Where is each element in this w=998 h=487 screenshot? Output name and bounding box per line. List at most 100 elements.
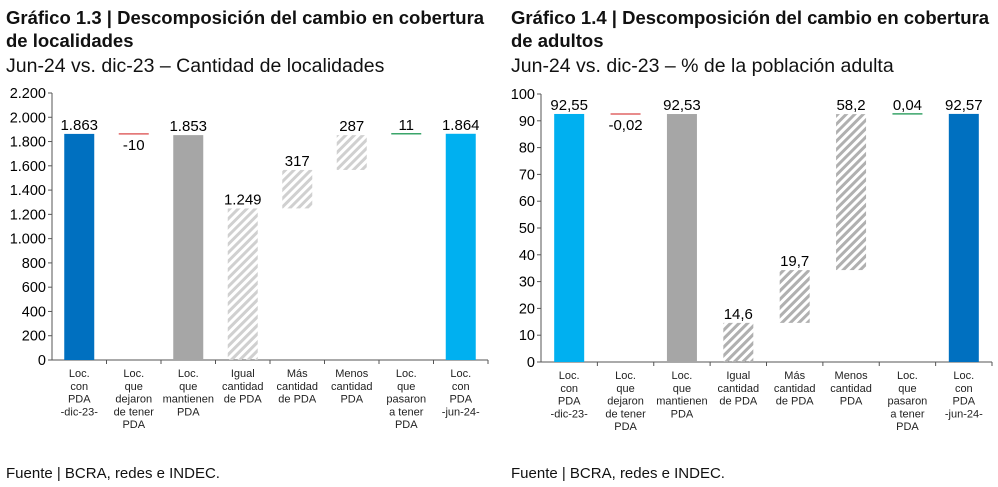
y-tick-label: 200 — [22, 329, 46, 345]
x-tick-label: de PDA — [776, 396, 815, 408]
data-label: -10 — [123, 137, 145, 154]
x-tick-label: Menos — [335, 368, 369, 380]
x-tick-label: Loc. — [178, 368, 199, 380]
x-tick-label: que — [397, 381, 415, 393]
bar — [173, 135, 204, 360]
x-tick-label: PDA — [395, 419, 418, 431]
y-tick-label: 1.000 — [10, 232, 46, 248]
x-tick-label: Igual — [726, 370, 750, 382]
data-label: 1.863 — [60, 117, 98, 134]
x-tick-label: a tener — [389, 406, 424, 418]
bar — [779, 270, 810, 323]
x-tick-label: PDA — [671, 408, 694, 420]
data-label: 1.249 — [224, 191, 262, 208]
y-tick-label: 0 — [527, 355, 535, 371]
bar — [445, 133, 476, 360]
x-tick-label: cantidad — [331, 381, 373, 393]
chart-source: Fuente | BCRA, redes e INDEC. — [511, 465, 725, 482]
x-tick-label: que — [616, 383, 634, 395]
chart-panel-1: Gráfico 1.3 | Descomposición del cambio … — [0, 0, 495, 487]
y-tick-label: 10 — [519, 328, 535, 344]
bar — [723, 322, 754, 362]
x-tick-label: cantidad — [222, 381, 264, 393]
y-tick-label: 50 — [519, 221, 535, 237]
x-tick-label: cantidad — [718, 383, 760, 395]
y-tick-label: 80 — [519, 141, 535, 157]
x-tick-label: que — [673, 383, 691, 395]
data-label: 287 — [339, 118, 364, 135]
x-tick-label: pasaron — [386, 394, 426, 406]
y-tick-label: 60 — [519, 194, 535, 210]
y-tick-label: 1.600 — [10, 159, 46, 175]
bar — [666, 114, 697, 363]
x-tick-label: PDA — [68, 394, 91, 406]
bar — [554, 113, 585, 362]
x-tick-label: Más — [784, 370, 805, 382]
y-tick-label: 1.200 — [10, 207, 46, 223]
x-tick-label: cantidad — [830, 383, 872, 395]
y-tick-label: 2.200 — [10, 86, 46, 102]
data-label: -0,02 — [608, 117, 642, 134]
waterfall-chart-adultos: 010203040506070809010092,55Loc.conPDA-di… — [511, 87, 993, 433]
bar — [836, 114, 867, 271]
data-label: 19,7 — [780, 253, 809, 270]
y-tick-label: 1.800 — [10, 135, 46, 151]
x-tick-label: PDA — [896, 421, 919, 433]
x-tick-label: que — [179, 381, 197, 393]
data-label: 0,04 — [893, 97, 922, 114]
y-tick-label: 2.000 — [10, 110, 46, 126]
y-tick-label: 600 — [22, 280, 46, 296]
x-tick-label: Menos — [835, 370, 869, 382]
x-tick-label: Igual — [231, 368, 255, 380]
y-tick-label: 40 — [519, 248, 535, 264]
x-tick-label: con — [70, 381, 88, 393]
y-tick-label: 90 — [519, 114, 535, 130]
y-tick-label: 800 — [22, 256, 46, 272]
x-tick-label: Loc. — [897, 370, 918, 382]
x-tick-label: que — [125, 381, 143, 393]
x-tick-label: Loc. — [559, 370, 580, 382]
bar — [227, 208, 258, 360]
x-tick-label: Loc. — [672, 370, 693, 382]
y-tick-label: 20 — [519, 301, 535, 317]
x-tick-label: cantidad — [276, 381, 318, 393]
chart-panel-2: Gráfico 1.4 | Descomposición del cambio … — [505, 0, 998, 487]
x-tick-label: de PDA — [224, 394, 263, 406]
x-tick-label: de tener — [605, 408, 646, 420]
y-tick-label: 0 — [38, 353, 46, 369]
x-tick-label: PDA — [340, 394, 363, 406]
x-tick-label: PDA — [449, 394, 472, 406]
x-tick-label: Loc. — [615, 370, 636, 382]
chart-title: Gráfico 1.3 | Descomposición del cambio … — [6, 7, 485, 51]
x-tick-label: PDA — [953, 396, 976, 408]
waterfall-chart-localidades: 0 200 400 600 800 1.000 1.200 1.400 1.600 1.800 2.… — [10, 86, 489, 431]
data-label: 92,53 — [663, 97, 701, 114]
data-label: 92,55 — [550, 97, 588, 114]
x-tick-label: PDA — [177, 406, 200, 418]
y-tick-label: 30 — [519, 275, 535, 291]
x-tick-label: Más — [287, 368, 308, 380]
x-tick-label: Loc. — [69, 368, 90, 380]
x-tick-label: PDA — [558, 396, 581, 408]
data-label: 58,2 — [836, 97, 865, 114]
y-tick-label: 1.400 — [10, 183, 46, 199]
chart-source: Fuente | BCRA, redes e INDEC. — [6, 465, 220, 482]
data-label: 1.864 — [442, 117, 480, 134]
bar — [64, 133, 95, 360]
data-label: 1.853 — [169, 118, 207, 135]
x-tick-label: Loc. — [953, 370, 974, 382]
chart-subtitle: Jun-24 vs. dic-23 – % de la población ad… — [511, 55, 894, 77]
x-tick-label: PDA — [840, 396, 863, 408]
x-tick-label: de PDA — [719, 396, 758, 408]
x-tick-label: Loc. — [396, 368, 417, 380]
x-tick-label: de tener — [114, 406, 155, 418]
bar — [336, 135, 367, 170]
y-tick-label: 400 — [22, 304, 46, 320]
data-label: 92,57 — [945, 97, 983, 114]
x-tick-label: con — [955, 383, 973, 395]
bar — [282, 169, 313, 209]
x-tick-label: -dic-23- — [61, 406, 99, 418]
bar — [948, 113, 979, 362]
x-tick-label: Loc. — [450, 368, 471, 380]
x-tick-label: a tener — [890, 408, 925, 420]
